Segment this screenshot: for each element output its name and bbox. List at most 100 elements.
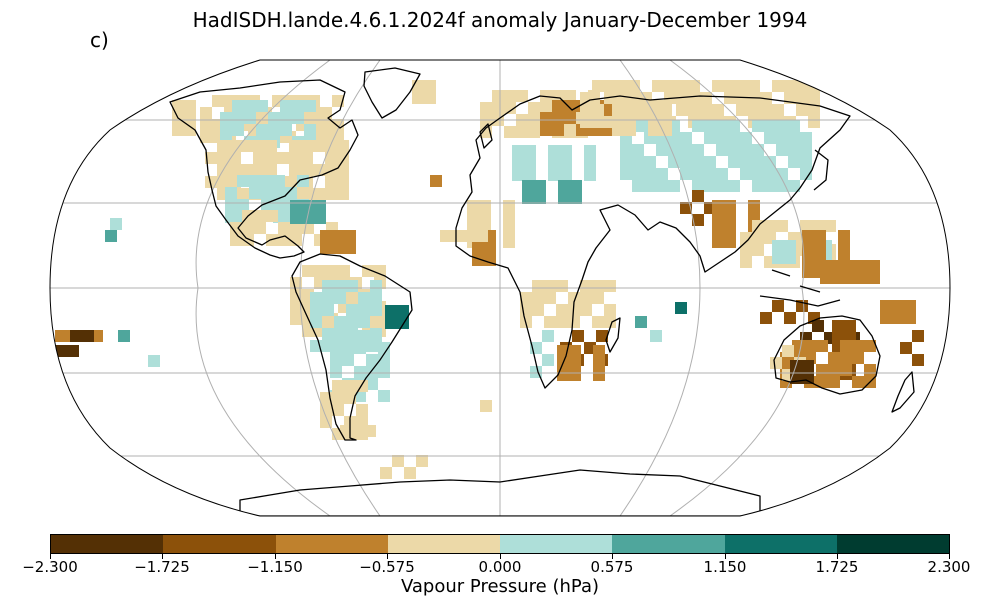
anomaly-cell — [680, 144, 692, 156]
anomaly-cell — [314, 200, 326, 212]
australia-coast — [773, 315, 881, 395]
anomaly-cell — [716, 168, 728, 180]
anomaly-cell — [728, 120, 740, 132]
anomaly-cell — [557, 369, 569, 381]
anomaly-cell — [540, 102, 552, 114]
anomaly-cell — [548, 169, 560, 181]
greenland-coast — [363, 67, 421, 119]
anomaly-cell — [832, 320, 844, 332]
anomaly-cell — [650, 330, 662, 342]
anomaly-cell — [680, 156, 692, 168]
anomaly-cell — [712, 200, 724, 212]
anomaly-cell — [254, 222, 266, 234]
anomaly-cell — [540, 112, 552, 124]
anomaly-cell — [776, 132, 788, 144]
anomaly-cell — [784, 80, 796, 92]
anomaly-cell — [325, 176, 337, 188]
colorbar-tick-label: 2.300 — [927, 558, 971, 576]
anomaly-cell — [265, 164, 277, 176]
new-zealand-coast — [891, 371, 915, 413]
anomaly-cell — [632, 168, 644, 180]
anomaly-cell — [628, 80, 640, 92]
anomaly-cell — [289, 152, 301, 164]
anomaly-cell — [366, 330, 378, 342]
anomaly-cell — [704, 132, 716, 144]
anomaly-cell — [82, 330, 94, 342]
anomaly-cell — [290, 234, 302, 246]
anomaly-cell — [232, 112, 244, 124]
anomaly-cell — [764, 168, 776, 180]
anomaly-cell — [772, 104, 784, 116]
anomaly-cell — [479, 200, 491, 212]
anomaly-cell — [354, 342, 366, 354]
anomaly-cell — [552, 112, 564, 124]
anomaly-cell — [716, 120, 728, 132]
anomaly-cell — [736, 80, 748, 92]
colorbar-label: Vapour Pressure (hPa) — [400, 576, 600, 597]
anomaly-cell — [824, 220, 836, 232]
anomaly-cell — [892, 312, 904, 324]
anomaly-cell — [105, 230, 117, 242]
anomaly-cell — [302, 212, 314, 224]
anomaly-cell — [800, 132, 812, 144]
anomaly-cell — [524, 145, 536, 157]
anomaly-cell — [752, 180, 764, 192]
anomaly-cell — [764, 132, 776, 144]
anomaly-cell — [764, 120, 776, 132]
anomaly-cell — [314, 265, 326, 277]
anomaly-cell — [528, 126, 540, 138]
anomaly-cell — [880, 300, 892, 312]
anomaly-cell — [620, 144, 632, 156]
north-america-coast — [169, 79, 359, 259]
anomaly-cell — [277, 152, 289, 164]
anomaly-cell — [205, 176, 217, 188]
anomaly-cell — [604, 304, 616, 316]
anomaly-cell — [244, 112, 256, 124]
anomaly-cell — [796, 80, 808, 92]
anomaly-cell — [844, 260, 856, 272]
anomaly-cell — [534, 192, 546, 204]
anomaly-cell — [332, 230, 344, 242]
anomaly-cell — [772, 240, 784, 252]
anomaly-cell — [230, 222, 242, 234]
anomaly-cell — [812, 320, 824, 332]
japan-coast — [813, 149, 829, 191]
europe-africa-coast — [455, 95, 851, 389]
anomaly-cell — [424, 92, 436, 104]
anomaly-cell — [285, 187, 297, 199]
anomaly-cell — [752, 244, 764, 256]
anomaly-cell — [522, 180, 534, 192]
anomaly-cell — [564, 90, 576, 102]
anomaly-cell — [268, 124, 280, 136]
anomaly-cell — [692, 214, 704, 226]
anomaly-cell — [680, 132, 692, 144]
anomaly-cell — [632, 156, 644, 168]
anomaly-cell — [764, 220, 776, 232]
anomaly-cell — [800, 168, 812, 180]
anomaly-cell — [592, 316, 604, 328]
anomaly-cell — [728, 156, 740, 168]
anomaly-cell — [764, 180, 776, 192]
anomaly-cell — [808, 92, 820, 104]
madagascar-coast — [605, 317, 621, 353]
anomaly-cell — [796, 104, 808, 116]
anomaly-cell — [712, 104, 724, 116]
anomaly-cell — [820, 272, 832, 284]
anomaly-cell — [584, 157, 596, 169]
anomaly-cell — [237, 199, 249, 211]
anomaly-cell — [472, 242, 484, 254]
colorbar-tick-label: 0.575 — [590, 558, 634, 576]
anomaly-cell — [716, 144, 728, 156]
anomaly-cell — [542, 330, 554, 342]
anomaly-cell — [440, 230, 452, 242]
anomaly-cell — [200, 131, 212, 143]
anomaly-cell — [644, 180, 656, 192]
anomaly-cell — [370, 280, 382, 292]
anomaly-cell — [254, 210, 266, 222]
anomaly-cell — [712, 236, 724, 248]
anomaly-cell — [366, 378, 378, 390]
anomaly-cell — [604, 316, 616, 328]
anomaly-cell — [616, 80, 628, 92]
anomaly-cell — [290, 212, 302, 224]
anomaly-cell — [748, 80, 760, 92]
